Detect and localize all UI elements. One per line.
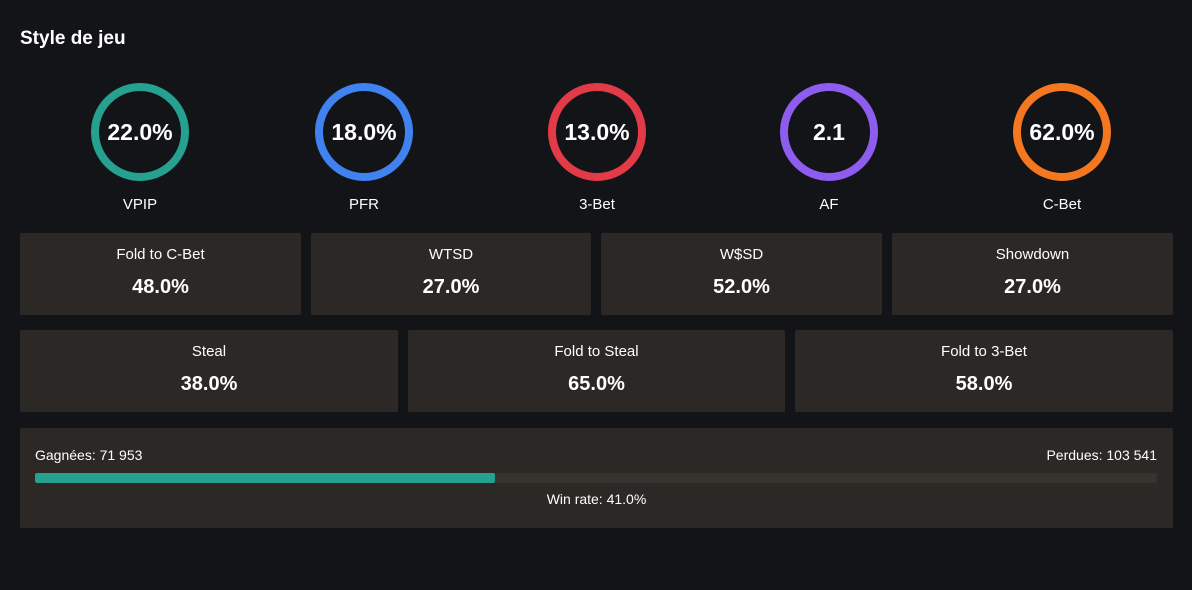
page-title: Style de jeu bbox=[20, 28, 126, 49]
metric-value: 62.0% bbox=[1029, 119, 1095, 145]
stat-value: 65.0% bbox=[568, 373, 625, 395]
metric-ring: 2.1 bbox=[779, 82, 879, 182]
stat-card-fold-to-steal: Fold to Steal 65.0% bbox=[408, 330, 785, 412]
metric-value: 2.1 bbox=[813, 119, 845, 145]
ring-indicator-icon bbox=[548, 83, 646, 181]
metric-label: C-Bet bbox=[1042, 196, 1082, 213]
winrate-text: Win rate: 41.0% bbox=[546, 491, 647, 507]
metrics-row: 22.0% VPIP 18.0% PFR 13.0% 3-Bet 2.1 AF bbox=[20, 82, 1182, 222]
metric-label: AF bbox=[819, 196, 839, 213]
stat-value: 38.0% bbox=[180, 373, 238, 395]
winrate-progress-bar bbox=[35, 473, 1157, 483]
metric-pfr: 18.0% PFR bbox=[284, 82, 444, 222]
stat-card-fold-to-cbet: Fold to C-Bet 48.0% bbox=[20, 233, 301, 315]
winrate-progress-fill bbox=[35, 473, 496, 483]
metric-label: PFR bbox=[349, 196, 379, 213]
ring-indicator-icon bbox=[315, 83, 413, 181]
metric-value: 13.0% bbox=[564, 119, 630, 145]
stat-label: Fold to Steal bbox=[554, 343, 639, 360]
stat-label: W$SD bbox=[719, 246, 764, 263]
stat-card-steal: Steal 38.0% bbox=[20, 330, 398, 412]
metric-ring: 18.0% bbox=[314, 82, 414, 182]
stat-card-wtsd: WTSD 27.0% bbox=[311, 233, 591, 315]
stat-label: WTSD bbox=[428, 246, 474, 263]
stat-value: 58.0% bbox=[955, 373, 1013, 395]
metric-vpip: 22.0% VPIP bbox=[60, 82, 220, 222]
metric-af: 2.1 AF bbox=[749, 82, 909, 222]
stat-label: Showdown bbox=[995, 246, 1070, 263]
ring-indicator-icon bbox=[780, 83, 878, 181]
stat-card-wsd: W$SD 52.0% bbox=[601, 233, 882, 315]
ring-indicator-icon bbox=[91, 83, 189, 181]
metric-value: 18.0% bbox=[331, 119, 397, 145]
lost-count: Perdues: 103 541 bbox=[1046, 447, 1157, 463]
stats-row-primary: Fold to C-Bet 48.0% WTSD 27.0% W$SD 52.0… bbox=[20, 233, 1173, 315]
metric-ring: 13.0% bbox=[547, 82, 647, 182]
stat-value: 48.0% bbox=[132, 276, 189, 298]
won-count: Gagnées: 71 953 bbox=[35, 447, 143, 463]
metric-label: VPIP bbox=[122, 196, 158, 213]
stat-value: 27.0% bbox=[1004, 276, 1061, 298]
metric-value: 22.0% bbox=[107, 119, 173, 145]
stat-label: Fold to C-Bet bbox=[116, 246, 205, 263]
metric-3bet: 13.0% 3-Bet bbox=[517, 82, 677, 222]
stat-card-showdown: Showdown 27.0% bbox=[892, 233, 1173, 315]
metric-cbet: 62.0% C-Bet bbox=[982, 82, 1142, 222]
metric-label: 3-Bet bbox=[579, 196, 615, 213]
stat-label: Steal bbox=[191, 343, 227, 360]
stats-row-secondary: Steal 38.0% Fold to Steal 65.0% Fold to … bbox=[20, 330, 1173, 412]
metric-ring: 62.0% bbox=[1012, 82, 1112, 182]
winrate-panel: Gagnées: 71 953 Perdues: 103 541 Win rat… bbox=[20, 428, 1173, 528]
ring-indicator-icon bbox=[1013, 83, 1111, 181]
stat-card-fold-to-3bet: Fold to 3-Bet 58.0% bbox=[795, 330, 1173, 412]
metric-ring: 22.0% bbox=[90, 82, 190, 182]
stat-value: 52.0% bbox=[713, 276, 770, 298]
stat-value: 27.0% bbox=[422, 276, 480, 298]
stat-label: Fold to 3-Bet bbox=[941, 343, 1027, 360]
